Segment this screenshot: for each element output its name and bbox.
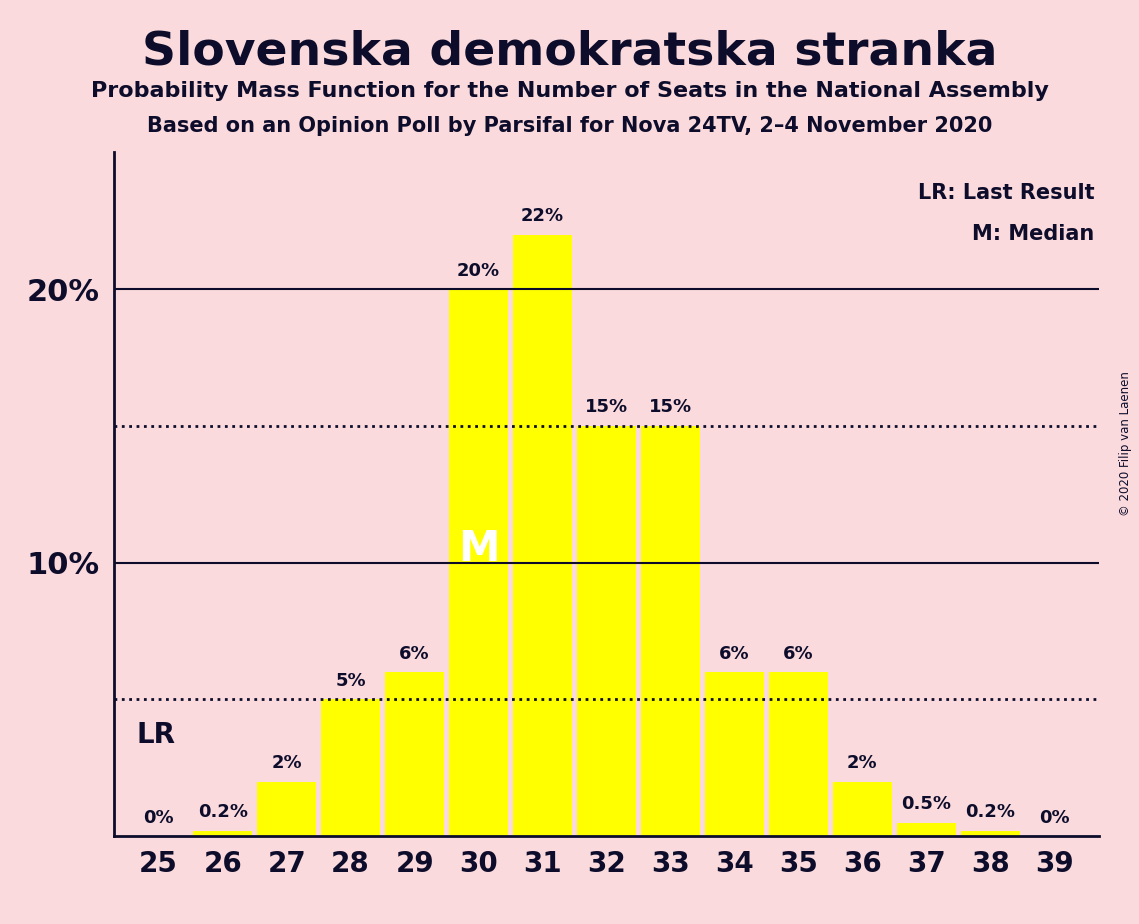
Bar xyxy=(385,672,444,836)
Text: 0.5%: 0.5% xyxy=(901,795,951,813)
Text: 6%: 6% xyxy=(400,645,429,663)
Text: 0.2%: 0.2% xyxy=(966,803,1015,821)
Bar xyxy=(769,672,828,836)
Text: 2%: 2% xyxy=(271,754,302,772)
Text: 2%: 2% xyxy=(847,754,878,772)
Text: Slovenska demokratska stranka: Slovenska demokratska stranka xyxy=(141,30,998,75)
Text: 15%: 15% xyxy=(585,398,628,417)
Bar xyxy=(577,426,636,836)
Text: Probability Mass Function for the Number of Seats in the National Assembly: Probability Mass Function for the Number… xyxy=(91,81,1048,102)
Bar xyxy=(898,822,956,836)
Bar xyxy=(513,235,572,836)
Text: 0%: 0% xyxy=(144,808,174,827)
Bar xyxy=(641,426,700,836)
Text: 5%: 5% xyxy=(335,672,366,690)
Bar xyxy=(194,831,252,836)
Text: M: Median: M: Median xyxy=(972,225,1095,244)
Text: LR: Last Result: LR: Last Result xyxy=(918,183,1095,203)
Bar xyxy=(705,672,764,836)
Text: © 2020 Filip van Laenen: © 2020 Filip van Laenen xyxy=(1118,371,1132,516)
Text: 20%: 20% xyxy=(457,261,500,280)
Text: 0%: 0% xyxy=(1039,808,1070,827)
Text: 15%: 15% xyxy=(649,398,693,417)
Text: M: M xyxy=(458,528,499,570)
Text: 6%: 6% xyxy=(719,645,749,663)
Text: 0.2%: 0.2% xyxy=(198,803,247,821)
Bar xyxy=(257,782,316,836)
Text: 22%: 22% xyxy=(521,207,564,225)
Text: 6%: 6% xyxy=(784,645,813,663)
Bar xyxy=(961,831,1019,836)
Text: LR: LR xyxy=(137,721,175,748)
Text: Based on an Opinion Poll by Parsifal for Nova 24TV, 2–4 November 2020: Based on an Opinion Poll by Parsifal for… xyxy=(147,116,992,136)
Bar xyxy=(833,782,892,836)
Bar xyxy=(321,699,380,836)
Bar xyxy=(449,289,508,836)
